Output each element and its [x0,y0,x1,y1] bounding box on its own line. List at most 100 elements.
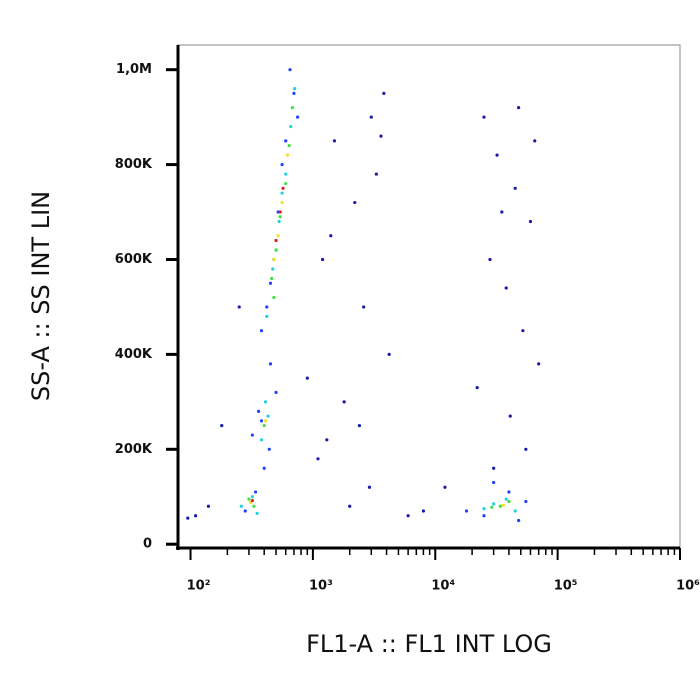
x-tick-label: 10² [187,579,211,594]
data-point [243,509,247,513]
y-tick-label: 800K [115,157,153,172]
data-point [262,423,266,428]
data-point [265,314,269,319]
data-point [259,419,264,423]
data-point [274,238,278,243]
y-tick-label: 200K [115,442,153,457]
data-point [362,305,366,309]
data-point [277,219,281,224]
x-tick-label: 10⁵ [554,579,578,594]
x-axis-label: FL1-A :: FL1 INT LOG [306,630,552,658]
data-point [292,91,296,96]
data-point [369,115,373,119]
data-point [316,457,320,461]
data-point [206,504,211,508]
data-point [278,215,282,219]
data-point [305,376,309,380]
data-point [443,485,447,489]
data-point [490,505,494,509]
data-point [537,362,541,366]
data-point [332,139,337,143]
data-point [257,409,261,413]
data-point [507,490,511,494]
data-point [379,134,383,138]
data-point [271,267,275,271]
data-point [259,438,264,442]
data-point [255,511,259,515]
y-tick-label: 1,0M [116,62,152,77]
y-tick-label: 600K [115,252,153,267]
data-point [247,497,251,501]
data-point [348,504,352,508]
data-point [272,295,276,300]
x-tick-label: 10³ [309,579,333,594]
data-point [268,362,273,366]
data-point [464,509,469,513]
data-point [262,466,266,470]
data-point [250,433,254,437]
data-point [293,87,297,91]
data-point [186,516,190,520]
data-point [284,181,288,186]
data-point [524,447,528,451]
data-point [276,234,280,238]
data-point [239,504,243,508]
data-point [272,257,276,262]
data-point [521,329,525,333]
data-point [501,503,505,507]
data-point [296,115,300,119]
data-point [267,447,271,451]
data-point [280,162,284,167]
data-point [482,115,486,119]
data-point [533,139,537,143]
data-point [504,497,508,501]
data-point [263,419,268,423]
data-point [193,514,198,518]
data-point [517,106,521,110]
data-point [342,400,346,404]
data-point [289,125,293,129]
data-point [482,514,486,518]
data-point [374,172,378,176]
data-point [406,514,410,518]
data-point [513,509,517,513]
data-point [528,219,533,224]
data-point [250,495,254,499]
y-tick-label: 0 [143,537,152,552]
data-point [288,68,292,72]
data-point [285,153,290,157]
data-point [517,518,521,523]
data-point [287,144,291,148]
data-point [488,257,492,262]
data-point [259,329,264,333]
plot-frame [177,44,681,549]
data-point [284,172,288,176]
data-point [524,499,528,504]
data-point [508,414,512,418]
data-point [367,485,372,489]
data-point [252,504,256,508]
data-point [274,390,278,394]
data-point [353,200,357,205]
data-point [504,286,508,290]
data-point [274,248,278,252]
data-point [220,423,224,428]
data-point [268,281,273,285]
data-point [329,234,333,238]
data-point [492,466,496,470]
data-point [290,106,294,110]
data-point [237,305,241,309]
data-point [421,509,426,513]
data-point [500,210,504,214]
data-point [507,499,511,504]
data-point [281,186,285,190]
data-point [492,480,496,485]
data-point [513,186,517,190]
y-axis-label: SS-A :: SS INT LIN [27,191,55,401]
data-point [475,386,479,390]
data-point [382,91,386,96]
data-point [482,507,486,511]
data-point [498,504,502,508]
